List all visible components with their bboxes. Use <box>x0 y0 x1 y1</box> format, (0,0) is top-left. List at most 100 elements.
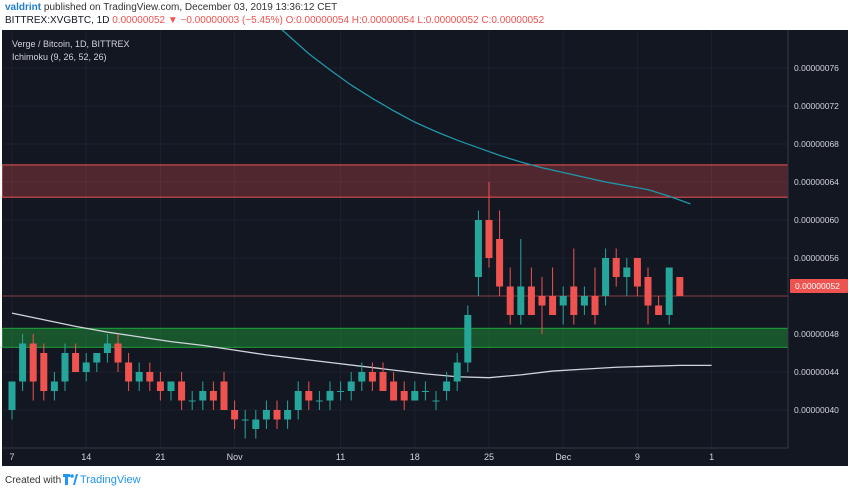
chart-canvas[interactable]: 0.00000076 0.00000072 0.00000068 0.00000064… <box>2 30 848 466</box>
candles <box>8 182 684 439</box>
candle-body <box>188 400 196 402</box>
candle-body <box>538 296 546 306</box>
price-change: 0.00000052 ▼ −0.00000003 (−5.45%) <box>112 15 283 26</box>
zones <box>2 164 789 348</box>
price-tick-label: 0.00000060 <box>794 215 839 225</box>
time-tick-label: 9 <box>635 452 640 462</box>
candle-body <box>400 391 408 401</box>
created-with-text: Created with <box>5 475 62 486</box>
candle-body <box>390 381 398 401</box>
legend-indicator[interactable]: Ichimoku (9, 26, 52, 26) <box>12 52 107 62</box>
time-tick-label: 7 <box>9 452 14 462</box>
candle-body <box>231 410 239 420</box>
candle-body <box>167 381 175 391</box>
quote-line: BITTREX:XVGBTC, 1D 0.00000052 ▼ −0.00000… <box>5 15 544 26</box>
candle-body <box>506 286 514 315</box>
price-tick-label: 0.00000072 <box>794 101 839 111</box>
candle-body <box>644 277 652 306</box>
candle-body <box>19 343 27 382</box>
candle-body <box>570 286 578 315</box>
time-tick-label: 1 <box>709 452 714 462</box>
candle-body <box>209 391 217 401</box>
candle-body <box>474 220 482 277</box>
time-tick-label: 21 <box>155 452 165 462</box>
candle-body <box>294 391 302 410</box>
price-tick-label: 0.00000064 <box>794 177 839 187</box>
candle-body <box>178 381 186 401</box>
publish-info: valdrint published on TradingView.com, D… <box>5 2 337 13</box>
time-tick-label: 14 <box>81 452 91 462</box>
candle-body <box>156 381 164 391</box>
footer: Created with TradingView <box>0 466 850 493</box>
candle-body <box>337 391 345 392</box>
candle-body <box>411 391 419 401</box>
candle-body <box>633 258 641 287</box>
candle-body <box>199 391 207 401</box>
time-tick-label: Dec <box>555 452 572 462</box>
price-tick-label: 0.00000048 <box>794 329 839 339</box>
chart-legend: Verge / Bitcoin, 1D, BITTREX Ichimoku (9… <box>12 38 130 64</box>
candle-body <box>273 410 281 420</box>
resistance-zone <box>2 164 789 198</box>
candle-body <box>82 362 90 372</box>
publish-text: published on TradingView.com, December 0… <box>43 2 338 13</box>
candle-body <box>284 410 292 420</box>
candle-body <box>8 381 16 410</box>
axes: 0.00000076 0.00000072 0.00000068 0.00000064… <box>2 30 839 462</box>
candle-body <box>40 353 48 391</box>
chart-header: valdrint published on TradingView.com, D… <box>0 0 850 30</box>
price-tick-label: 0.00000068 <box>794 139 839 149</box>
time-tick-label: Nov <box>227 452 244 462</box>
candle-body <box>559 296 567 306</box>
candle-body <box>93 353 101 363</box>
candle-body <box>580 296 588 306</box>
candle-body <box>125 362 133 382</box>
candle-body <box>326 391 334 401</box>
candle-body <box>527 286 535 315</box>
tradingview-brand[interactable]: TradingView <box>80 474 141 486</box>
candle-body <box>241 419 249 421</box>
candle-body <box>665 267 673 315</box>
candle-body <box>262 410 270 420</box>
candle-body <box>485 220 493 258</box>
grid <box>2 30 788 448</box>
symbol-label: BITTREX:XVGBTC, 1D <box>5 15 110 26</box>
candle-body <box>612 258 620 277</box>
candle-body <box>676 277 684 296</box>
candle-body <box>347 381 355 391</box>
time-tick-label: 18 <box>410 452 420 462</box>
legend-symbol: Verge / Bitcoin, 1D, BITTREX <box>12 39 130 49</box>
candle-body <box>305 391 313 401</box>
time-tick-label: 11 <box>336 452 345 462</box>
price-tick-label: 0.00000076 <box>794 63 839 73</box>
ohlc-values: O:0.00000054 H:0.00000054 L:0.00000052 C… <box>285 15 545 26</box>
candle-body <box>591 296 599 315</box>
candle-body <box>496 239 504 287</box>
current-price-tag: 0.00000052 <box>790 279 848 293</box>
candle-body <box>421 391 429 392</box>
price-tick-label: 0.00000040 <box>794 405 839 415</box>
time-tick-label: 25 <box>484 452 494 462</box>
candle-body <box>50 381 58 391</box>
candle-body <box>453 362 461 382</box>
candle-body <box>602 258 610 296</box>
candle-body <box>114 343 122 363</box>
price-chart[interactable]: 0.00000076 0.00000072 0.00000068 0.00000064… <box>2 30 848 466</box>
candle-body <box>146 372 154 382</box>
candle-body <box>464 315 472 363</box>
candle-body <box>623 267 631 277</box>
price-tick-label: 0.00000056 <box>794 253 839 263</box>
author-name[interactable]: valdrint <box>5 2 42 13</box>
price-tick-label: 0.00000044 <box>794 367 839 377</box>
candle-body <box>549 296 557 315</box>
candle-body <box>432 400 440 402</box>
candle-body <box>315 400 323 402</box>
candle-body <box>220 381 228 410</box>
candle-body <box>379 372 387 391</box>
moving-averages <box>2 30 788 379</box>
candle-body <box>443 381 451 391</box>
candle-body <box>72 353 80 372</box>
candle-body <box>135 372 143 382</box>
tradingview-logo-icon <box>63 474 78 485</box>
candle-body <box>358 372 366 382</box>
